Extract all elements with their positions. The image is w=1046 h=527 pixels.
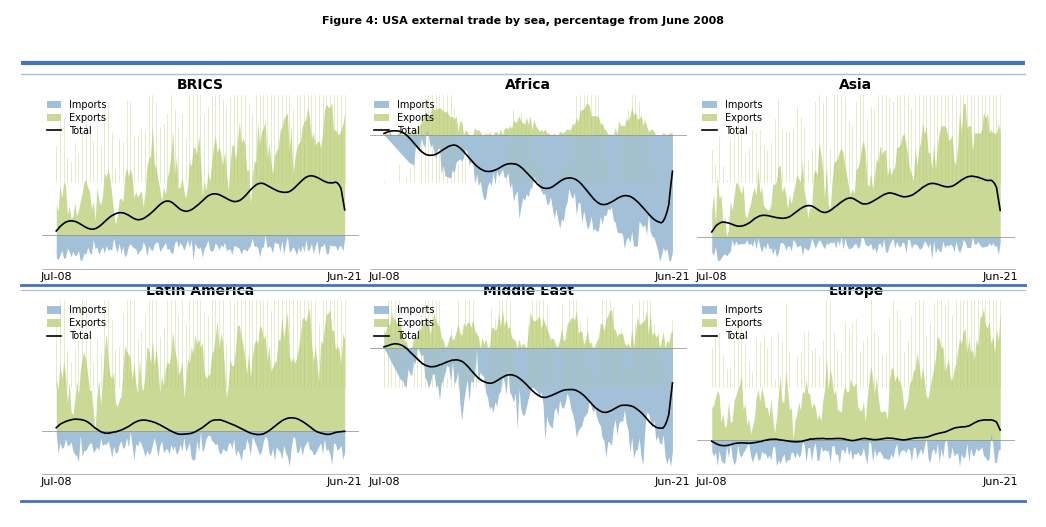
- Title: Middle East: Middle East: [483, 284, 573, 298]
- Title: Africa: Africa: [505, 79, 551, 92]
- Legend: Imports, Exports, Total: Imports, Exports, Total: [374, 100, 434, 135]
- Title: Latin America: Latin America: [146, 284, 254, 298]
- Legend: Imports, Exports, Total: Imports, Exports, Total: [47, 305, 107, 341]
- Title: BRICS: BRICS: [177, 79, 224, 92]
- Legend: Imports, Exports, Total: Imports, Exports, Total: [47, 100, 107, 135]
- Legend: Imports, Exports, Total: Imports, Exports, Total: [702, 100, 763, 135]
- Legend: Imports, Exports, Total: Imports, Exports, Total: [374, 305, 434, 341]
- Legend: Imports, Exports, Total: Imports, Exports, Total: [702, 305, 763, 341]
- Title: Europe: Europe: [828, 284, 884, 298]
- Title: Asia: Asia: [839, 79, 872, 92]
- Text: Figure 4: USA external trade by sea, percentage from June 2008: Figure 4: USA external trade by sea, per…: [322, 16, 724, 26]
